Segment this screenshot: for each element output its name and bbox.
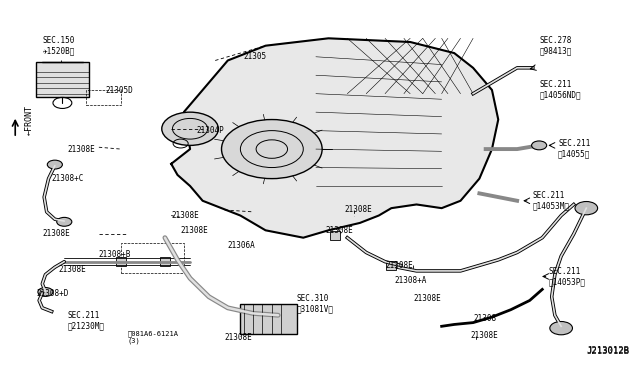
Bar — [160, 257, 170, 266]
Bar — [241, 304, 297, 334]
Text: J213012B: J213012B — [586, 346, 629, 355]
Circle shape — [162, 112, 218, 145]
Text: 21308E: 21308E — [325, 226, 353, 235]
Text: 21305: 21305 — [244, 52, 267, 61]
Circle shape — [47, 160, 62, 169]
Text: 21308E: 21308E — [225, 333, 252, 342]
Bar — [387, 261, 396, 270]
Circle shape — [532, 141, 547, 150]
Circle shape — [38, 288, 53, 296]
Text: SEC.278
〉98413〉: SEC.278 〉98413〉 — [539, 36, 572, 55]
Polygon shape — [172, 38, 499, 238]
Text: ①081A6-6121A
(3): ①081A6-6121A (3) — [127, 330, 178, 344]
Text: ←FRONT: ←FRONT — [25, 105, 34, 135]
Text: SEC.211
〉14056ND〉: SEC.211 〉14056ND〉 — [539, 80, 580, 100]
Circle shape — [221, 119, 322, 179]
Text: 21308+D: 21308+D — [36, 289, 68, 298]
Text: 21308E: 21308E — [58, 264, 86, 273]
Text: SEC.211
〉14053P〉: SEC.211 〉14053P〉 — [548, 267, 586, 286]
Text: SEC.310
〉31081V〉: SEC.310 〉31081V〉 — [297, 295, 334, 314]
Text: 21308E: 21308E — [42, 230, 70, 238]
Circle shape — [575, 202, 598, 215]
Text: SEC.211
〉14053M〉: SEC.211 〉14053M〉 — [533, 191, 570, 211]
Bar — [330, 231, 340, 240]
Text: 21306A: 21306A — [228, 241, 255, 250]
Bar — [121, 243, 184, 273]
Bar — [116, 257, 126, 266]
Text: SEC.211
〉21230M〉: SEC.211 〉21230M〉 — [67, 311, 104, 330]
Circle shape — [550, 321, 572, 335]
Text: 21308E: 21308E — [344, 205, 372, 215]
Bar — [86, 90, 121, 105]
Text: 21308+A: 21308+A — [394, 276, 427, 285]
Text: 21305D: 21305D — [105, 86, 133, 94]
Text: 21304P: 21304P — [196, 126, 224, 135]
Circle shape — [57, 217, 72, 226]
Text: 21308: 21308 — [473, 314, 496, 323]
Text: SEC.150
✈1520B〉: SEC.150 ✈1520B〉 — [42, 36, 75, 55]
Text: 21308E: 21308E — [413, 294, 441, 303]
Text: 21308E: 21308E — [470, 331, 498, 340]
Text: 21308E: 21308E — [67, 145, 95, 154]
Text: 21308+B: 21308+B — [99, 250, 131, 259]
Text: 21308E: 21308E — [385, 261, 413, 270]
Text: SEC.211
〉14055〉: SEC.211 〉14055〉 — [558, 140, 590, 159]
Bar — [36, 62, 90, 97]
Text: 21308E: 21308E — [180, 226, 209, 235]
Text: 21308E: 21308E — [172, 211, 199, 220]
Text: 21308+C: 21308+C — [52, 174, 84, 183]
Text: J213012B: J213012B — [586, 347, 629, 356]
